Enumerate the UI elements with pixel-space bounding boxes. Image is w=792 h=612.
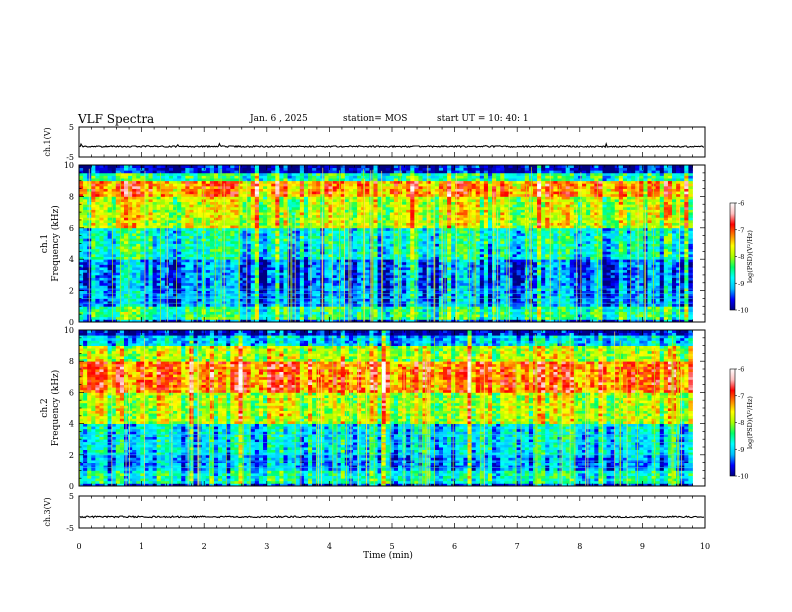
ytick-label: -5 (66, 524, 74, 533)
xtick-label: 6 (452, 542, 457, 551)
ch1-spectrogram-colorbar: -6 -7 -8 -9 -10 log(PSD)(V²/Hz) (729, 200, 754, 315)
x-axis: 0 1 2 3 4 5 6 7 8 9 10 Time (min) (76, 542, 710, 561)
xtick-label: 8 (577, 542, 582, 551)
xtick-label: 7 (515, 542, 520, 551)
ytick-label: -5 (66, 153, 74, 162)
date-label: Jan. 6 , 2025 (250, 114, 308, 124)
colorbar-tick-label: -7 (738, 392, 744, 400)
start-time-label: start UT = 10: 40: 1 (437, 114, 529, 124)
colorbar-tick-label: -6 (738, 366, 744, 374)
xtick-label: 1 (139, 542, 144, 551)
ch2-spectrogram-image (79, 330, 693, 486)
ytick-label: 10 (64, 326, 74, 335)
ch1-spectrogram-image (79, 165, 693, 322)
xaxis-label: Time (min) (363, 550, 413, 561)
ylabel-channel: ch.2 (40, 398, 50, 417)
ytick-label: 8 (69, 192, 74, 201)
ch1-voltage-trace (79, 141, 705, 149)
colorbar-tick-label: -10 (738, 473, 748, 481)
xtick-label: 0 (76, 542, 81, 551)
ytick-label: 4 (69, 420, 74, 429)
ch3-voltage-panel: 5 -5 ch.3(V) (43, 492, 706, 533)
ch1-voltage-panel: 5 -5 ch.1(V) (43, 123, 706, 162)
colorbar-label: log(PSD)(V²/Hz) (746, 396, 754, 449)
ytick-label: 6 (69, 388, 74, 397)
ylabel: ch.3(V) (43, 497, 52, 526)
chart-title: VLF Spectra (78, 112, 155, 126)
ytick-label: 6 (69, 224, 74, 233)
ch2-spectrogram-colorbar: -6 -7 -8 -9 -10 log(PSD)(V²/Hz) (729, 366, 754, 481)
colorbar-tick-label: -9 (738, 446, 744, 454)
colorbar-tick-label: -9 (738, 280, 744, 288)
ylabel-frequency: Frequency (kHz) (50, 205, 61, 282)
ch2-spectrogram-panel: 0 2 4 6 8 10 ch.2 Frequency (kHz) (40, 326, 706, 491)
ylabel: ch.1(V) (43, 127, 52, 156)
ytick-label: 4 (69, 255, 74, 264)
xtick-label: 2 (202, 542, 207, 551)
ytick-label: 0 (69, 318, 74, 327)
colorbar-tick-label: -7 (738, 226, 744, 234)
ytick-label: 2 (69, 451, 74, 460)
ch1-spectrogram-panel: 0 2 4 6 8 10 ch.1 Frequency (kHz) (40, 161, 706, 327)
xtick-label: 3 (264, 542, 269, 551)
ytick-label: 10 (64, 161, 74, 170)
colorbar-tick-label: -8 (738, 253, 744, 261)
station-label: station= MOS (343, 114, 408, 124)
colorbar-label: log(PSD)(V²/Hz) (746, 230, 754, 283)
ch3-voltage-trace (79, 514, 705, 519)
ytick-label: 5 (69, 492, 74, 501)
ylabel-frequency: Frequency (kHz) (50, 370, 61, 447)
colorbar-tick-label: -6 (738, 200, 744, 208)
ylabel-channel: ch.1 (40, 234, 50, 253)
xtick-label: 9 (640, 542, 645, 551)
xtick-label: 5 (389, 542, 394, 551)
xtick-label: 10 (700, 542, 710, 551)
colorbar-tick-label: -8 (738, 419, 744, 427)
ytick-label: 8 (69, 357, 74, 366)
ytick-label: 0 (69, 482, 74, 491)
colorbar-tick-label: -10 (738, 307, 748, 315)
ytick-label: 5 (69, 123, 74, 132)
ytick-label: 2 (69, 287, 74, 296)
xtick-label: 4 (327, 542, 332, 551)
